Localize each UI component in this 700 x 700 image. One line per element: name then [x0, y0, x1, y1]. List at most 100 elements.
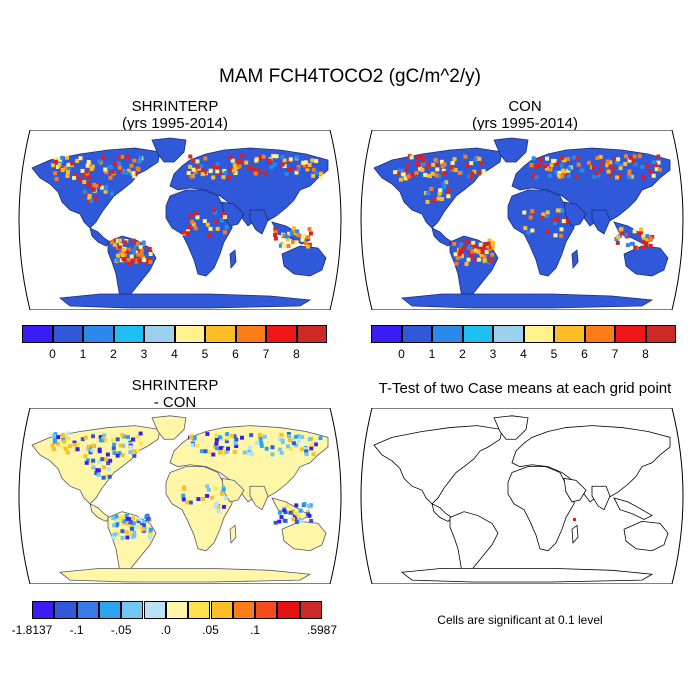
grid-cell	[304, 450, 309, 454]
map-bottom-right	[360, 408, 684, 584]
grid-cell	[299, 447, 304, 452]
land-antarctica	[400, 567, 654, 583]
grid-cell	[205, 222, 210, 227]
colorbar-swatch	[32, 601, 55, 619]
colorbar-label: 7	[262, 347, 270, 361]
grid-cell	[233, 441, 238, 446]
grid-cell	[54, 177, 59, 181]
grid-cell	[426, 173, 431, 178]
grid-cell	[457, 171, 462, 175]
grid-cell	[191, 158, 196, 163]
colorbar-swatch	[83, 325, 114, 343]
grid-cell	[249, 452, 254, 457]
grid-cell	[555, 208, 560, 213]
colorbar-bottom-left: -1.8137 -.1 -.05 .0 .05 .1 .5987	[12, 601, 337, 647]
grid-cell	[119, 169, 124, 174]
grid-cell	[421, 162, 426, 167]
grid-cell	[223, 170, 228, 175]
grid-cell	[104, 457, 109, 462]
grid-cell	[211, 208, 216, 213]
grid-cell	[82, 173, 87, 178]
grid-cell	[300, 237, 305, 242]
grid-cell	[294, 170, 299, 175]
grid-cell	[132, 258, 136, 263]
grid-cell	[224, 439, 229, 444]
colorbar-label: 0	[398, 347, 405, 361]
grid-cell	[203, 156, 208, 161]
land-south-america	[449, 511, 499, 575]
grid-cell	[291, 239, 296, 244]
grid-cell	[423, 191, 428, 195]
grid-cell	[452, 241, 457, 246]
grid-cell	[267, 158, 272, 163]
grid-cell	[625, 243, 630, 248]
grid-cell	[461, 245, 465, 250]
grid-cell	[480, 250, 485, 255]
grid-cell	[116, 253, 120, 258]
grid-cell	[474, 257, 479, 262]
grid-cell	[620, 231, 625, 236]
grid-cell	[300, 234, 305, 239]
colorbar-label: 8	[293, 347, 300, 361]
grid-cell	[239, 159, 244, 164]
grid-cell	[477, 156, 482, 161]
grid-cell	[633, 162, 638, 167]
grid-cell	[592, 175, 597, 179]
grid-cell	[615, 175, 620, 180]
grid-cell	[533, 164, 538, 169]
grid-cell	[559, 163, 564, 168]
grid-cell	[182, 487, 187, 491]
grid-cell	[311, 167, 316, 172]
land-greenland	[151, 415, 187, 440]
grid-cell	[139, 248, 144, 253]
grid-cell	[467, 248, 472, 253]
grid-cell	[132, 449, 137, 454]
grid-cell	[543, 164, 547, 169]
grid-cell	[125, 154, 130, 159]
grid-cell	[91, 187, 96, 192]
grid-cell	[91, 443, 96, 448]
grid-cell	[469, 243, 474, 248]
grid-cell	[296, 513, 301, 518]
grid-cell	[645, 164, 650, 169]
grid-cell	[126, 435, 130, 439]
grid-cell	[148, 532, 153, 537]
grid-cell	[214, 441, 219, 446]
grid-cell	[199, 449, 204, 454]
grid-cell	[258, 437, 263, 441]
grid-cell	[288, 510, 293, 515]
land-australia	[623, 245, 669, 277]
grid-cell	[438, 188, 443, 193]
grid-cell	[300, 435, 305, 439]
grid-cell	[309, 518, 314, 523]
grid-cell	[214, 437, 219, 442]
grid-cell	[181, 493, 186, 498]
grid-cell	[102, 154, 106, 159]
grid-cell	[142, 523, 147, 528]
grid-cell	[541, 212, 546, 217]
land-antarctica	[400, 293, 654, 309]
grid-cell	[60, 168, 65, 173]
colorbar-swatch	[143, 601, 166, 619]
grid-cell	[473, 244, 478, 249]
grid-cell	[70, 161, 75, 166]
grid-cell	[191, 167, 196, 172]
land-north-america	[373, 425, 503, 505]
grid-cell	[117, 245, 122, 250]
grid-cell	[641, 245, 645, 250]
grid-cell	[132, 530, 137, 535]
grid-cell	[195, 159, 200, 164]
grid-cell	[282, 233, 287, 238]
grid-cell	[433, 158, 438, 162]
grid-cell	[111, 535, 116, 540]
grid-cell	[253, 168, 258, 173]
grid-cell	[641, 239, 646, 244]
grid-cell	[110, 191, 114, 196]
colorbar-swatch	[432, 325, 463, 343]
land-africa	[507, 466, 575, 552]
grid-cell	[208, 169, 213, 174]
grid-cell	[415, 156, 420, 161]
grid-cell	[87, 162, 92, 167]
grid-cell	[213, 210, 218, 215]
grid-cell	[295, 229, 300, 234]
